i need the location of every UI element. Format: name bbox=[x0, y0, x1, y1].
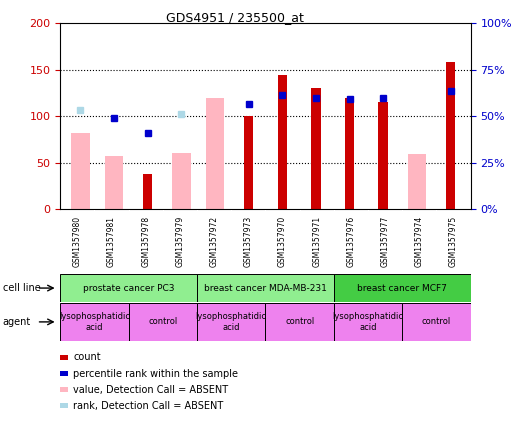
Bar bbox=[334, 274, 471, 302]
Text: GSM1357975: GSM1357975 bbox=[449, 216, 458, 267]
Bar bbox=[265, 303, 334, 341]
Bar bbox=[71, 133, 89, 209]
Text: lysophosphatidic
acid: lysophosphatidic acid bbox=[196, 312, 267, 332]
Text: GSM1357973: GSM1357973 bbox=[244, 216, 253, 267]
Bar bbox=[143, 174, 152, 209]
Text: percentile rank within the sample: percentile rank within the sample bbox=[73, 368, 238, 379]
Bar bbox=[334, 303, 402, 341]
Bar bbox=[60, 303, 129, 341]
Text: control: control bbox=[148, 317, 177, 327]
Text: GSM1357981: GSM1357981 bbox=[107, 216, 116, 267]
Text: rank, Detection Call = ABSENT: rank, Detection Call = ABSENT bbox=[73, 401, 223, 411]
Text: control: control bbox=[422, 317, 451, 327]
Text: GSM1357977: GSM1357977 bbox=[381, 216, 390, 267]
Text: GSM1357979: GSM1357979 bbox=[175, 216, 185, 267]
Bar bbox=[278, 75, 287, 209]
Text: lysophosphatidic
acid: lysophosphatidic acid bbox=[333, 312, 404, 332]
Text: GSM1357971: GSM1357971 bbox=[312, 216, 321, 267]
Bar bbox=[345, 98, 354, 209]
Text: lysophosphatidic
acid: lysophosphatidic acid bbox=[59, 312, 130, 332]
Bar bbox=[172, 153, 190, 209]
Text: value, Detection Call = ABSENT: value, Detection Call = ABSENT bbox=[73, 385, 228, 395]
Bar bbox=[206, 98, 224, 209]
Text: GSM1357970: GSM1357970 bbox=[278, 216, 287, 267]
Text: prostate cancer PC3: prostate cancer PC3 bbox=[83, 283, 174, 293]
Text: breast cancer MCF7: breast cancer MCF7 bbox=[357, 283, 447, 293]
Text: cell line: cell line bbox=[3, 283, 40, 293]
Bar bbox=[197, 303, 266, 341]
Bar bbox=[407, 154, 426, 209]
Bar bbox=[105, 157, 123, 209]
Text: GSM1357974: GSM1357974 bbox=[415, 216, 424, 267]
Bar bbox=[311, 88, 321, 209]
Bar bbox=[60, 274, 197, 302]
Text: control: control bbox=[285, 317, 314, 327]
Bar bbox=[197, 274, 334, 302]
Bar bbox=[402, 303, 471, 341]
Text: agent: agent bbox=[3, 317, 31, 327]
Bar bbox=[446, 62, 455, 209]
Text: GSM1357978: GSM1357978 bbox=[141, 216, 150, 267]
Text: GSM1357976: GSM1357976 bbox=[346, 216, 356, 267]
Text: GSM1357980: GSM1357980 bbox=[73, 216, 82, 267]
Text: GDS4951 / 235500_at: GDS4951 / 235500_at bbox=[166, 11, 304, 24]
Text: count: count bbox=[73, 352, 101, 363]
Text: GSM1357972: GSM1357972 bbox=[210, 216, 219, 267]
Bar bbox=[244, 116, 253, 209]
Bar bbox=[379, 102, 388, 209]
Bar bbox=[129, 303, 197, 341]
Text: breast cancer MDA-MB-231: breast cancer MDA-MB-231 bbox=[204, 283, 327, 293]
